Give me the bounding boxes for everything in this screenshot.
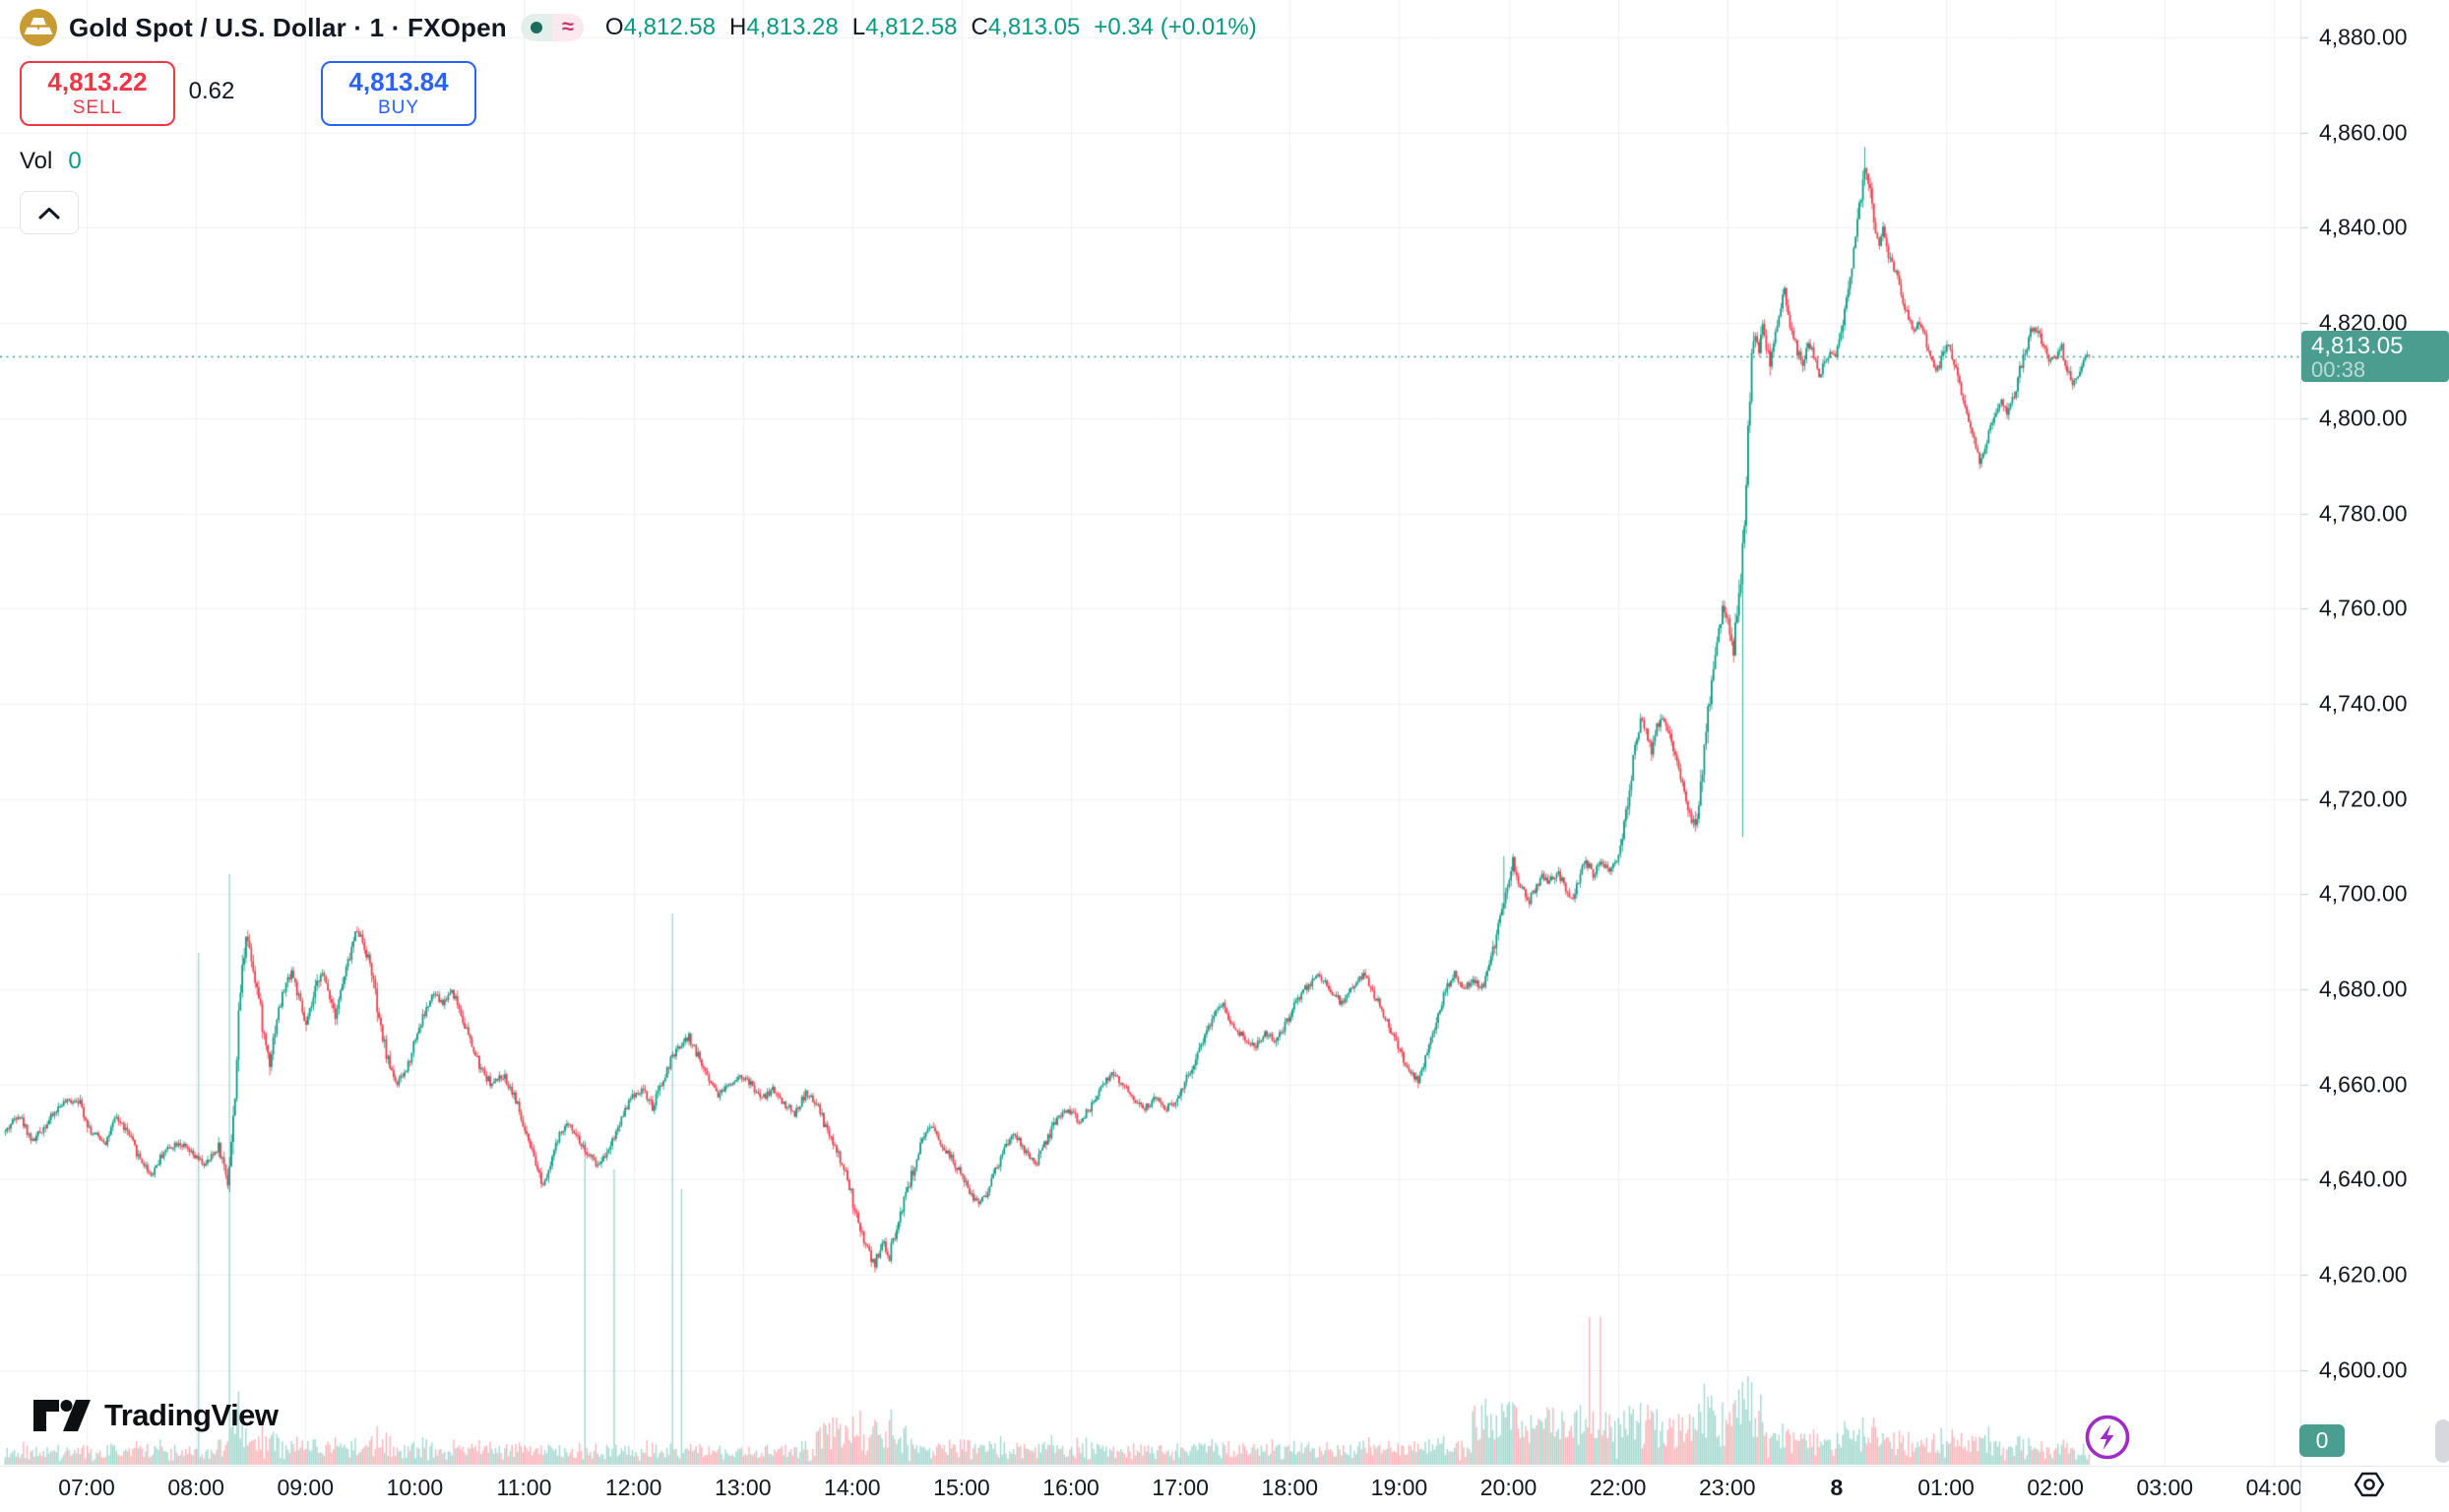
lightning-bolt-icon (2100, 1424, 2114, 1450)
price-tick-label: 4,780.00 (2319, 500, 2408, 526)
last-price-value: 4,813.05 (2311, 332, 2404, 359)
time-tick-label: 23:00 (1699, 1475, 1756, 1500)
price-tick-label: 4,660.00 (2319, 1071, 2408, 1098)
price-tick-label: 4,840.00 (2319, 214, 2408, 240)
time-tick-label: 19:00 (1370, 1475, 1428, 1500)
time-tick-label: 03:00 (2136, 1475, 2194, 1500)
price-tick-label: 4,800.00 (2319, 405, 2408, 431)
bar-countdown: 00:38 (2311, 356, 2366, 382)
spread-value: 0.62 (188, 78, 235, 104)
time-tick-label: 07:00 (58, 1475, 115, 1500)
time-tick-label: 04:00 (2245, 1475, 2300, 1500)
price-tick-label: 4,720.00 (2319, 786, 2408, 812)
high-value: 4,813.28 (746, 14, 839, 40)
time-tick-label: 08:00 (167, 1475, 224, 1500)
time-tick-label: 18:00 (1261, 1475, 1319, 1500)
price-tick-label: 4,860.00 (2319, 119, 2408, 146)
time-tick-label: 8 (1830, 1475, 1844, 1500)
time-scale[interactable]: 07:00 08:00 09:00 10:00 11:00 12:00 13:00 14:00… (0, 1466, 2300, 1512)
last-price-label[interactable]: 4,813.05 00:38 (2301, 330, 2449, 382)
change-value: +0.34 (+0.01%) (1094, 14, 1257, 40)
volume-axis-badge: 0 (2299, 1424, 2345, 1457)
price-tick-label: 4,880.00 (2319, 24, 2408, 50)
tradingview-logo[interactable]: TradingView (33, 1398, 279, 1433)
open-value: 4,812.58 (623, 14, 716, 40)
time-tick-label: 09:00 (277, 1475, 335, 1500)
axis-settings-icon[interactable] (2353, 1471, 2386, 1498)
tradingview-mark-icon (33, 1400, 91, 1431)
ohlc-values: O4,812.58 H4,813.28 L4,812.58 C4,813.05 … (604, 14, 1257, 40)
volume-study-legend: Vol 0 (20, 148, 1257, 175)
price-tick-label: 4,700.00 (2319, 880, 2408, 907)
time-tick-label: 22:00 (1589, 1475, 1647, 1500)
volume-study-label: Vol (20, 148, 53, 174)
close-value: 4,813.05 (987, 14, 1081, 40)
chevron-up-icon (38, 207, 60, 219)
time-tick-label: 02:00 (2027, 1475, 2084, 1500)
time-tick-label: 13:00 (714, 1475, 772, 1500)
time-tick-label: 12:00 (604, 1475, 662, 1500)
collapse-legend-button[interactable] (20, 191, 79, 234)
lightning-button[interactable] (2085, 1415, 2130, 1460)
price-tick-label: 4,760.00 (2319, 595, 2408, 621)
approximate-data-icon: ≈ (561, 14, 574, 38)
sell-button[interactable]: 4,813.22 SELL (20, 61, 175, 126)
chart-legend: Gold Spot / U.S. Dollar · 1 · FXOpen ≈ O… (20, 8, 1257, 234)
time-tick-label: 15:00 (933, 1475, 990, 1500)
price-tick-label: 4,640.00 (2319, 1166, 2408, 1192)
buy-button[interactable]: 4,813.84 BUY (321, 61, 476, 126)
volume-study-value: 0 (68, 148, 82, 174)
market-status-indicator[interactable]: ≈ (520, 14, 584, 41)
time-tick-label: 16:00 (1042, 1475, 1099, 1500)
buy-price: 4,813.84 (348, 66, 449, 96)
price-tick-label: 4,740.00 (2319, 690, 2408, 717)
low-value: 4,812.58 (865, 14, 958, 40)
symbol-title[interactable]: Gold Spot / U.S. Dollar · 1 · FXOpen (69, 12, 507, 42)
time-tick-label: 01:00 (1917, 1475, 1975, 1500)
price-tick-label: 4,680.00 (2319, 976, 2408, 1002)
tradingview-logo-text: TradingView (104, 1398, 279, 1432)
scrollbar-handle[interactable] (2435, 1419, 2449, 1463)
gold-symbol-icon (20, 9, 57, 46)
sell-price: 4,813.22 (47, 66, 148, 96)
price-tick-label: 4,600.00 (2319, 1356, 2408, 1383)
time-tick-label: 20:00 (1479, 1475, 1538, 1500)
time-tick-label: 17:00 (1152, 1475, 1209, 1500)
time-tick-label: 10:00 (386, 1475, 444, 1500)
time-tick-label: 11:00 (496, 1475, 552, 1500)
price-tick-label: 4,620.00 (2319, 1261, 2408, 1288)
time-tick-label: 14:00 (824, 1475, 881, 1500)
market-open-dot-icon (530, 22, 542, 33)
